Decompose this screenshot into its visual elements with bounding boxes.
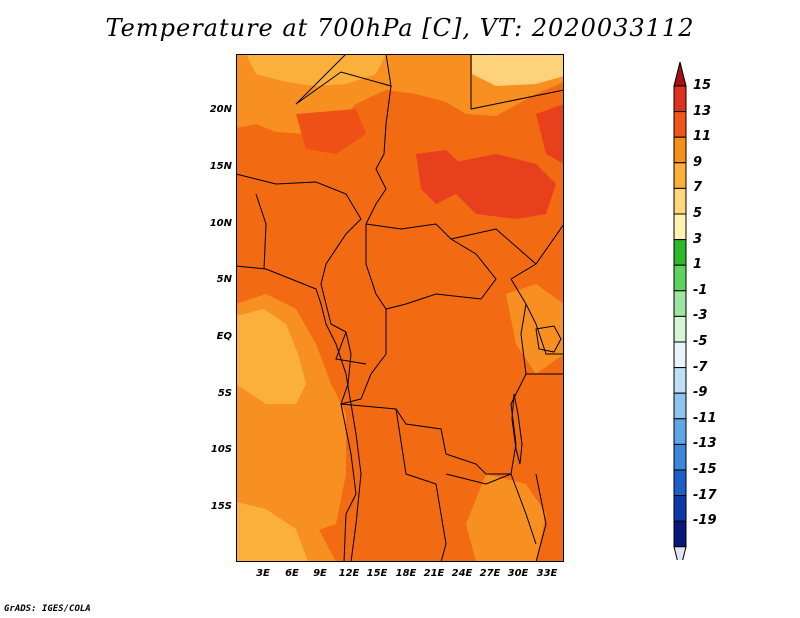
colorbar-label: 11: [693, 129, 712, 145]
colorbar-swatch: [673, 162, 687, 189]
lake-tanganyika: [511, 393, 523, 465]
lat-label-10n: 10N: [209, 218, 232, 229]
lat-label-20n: 20N: [209, 104, 232, 115]
lat-label-5s: 5S: [217, 388, 232, 399]
lon-label-12e: 12E: [338, 568, 360, 579]
colorbar-swatch: [673, 469, 687, 497]
border-drc-east: [510, 303, 527, 475]
country-borders: [236, 54, 564, 562]
colorbar-swatch: [673, 520, 687, 548]
lon-label-21e: 21E: [423, 568, 445, 579]
field-warm-east: [446, 154, 556, 219]
lon-label-33e: 33E: [536, 568, 558, 579]
colorbar-label: -1: [693, 282, 708, 298]
field-band-ne: [472, 54, 564, 86]
colorbar-swatch: [673, 443, 687, 471]
colorbar-label: -19: [693, 513, 717, 529]
colorbar-label: -5: [693, 334, 708, 349]
colorbar-swatch: [673, 495, 687, 522]
colorbar-label: -13: [693, 436, 717, 452]
lat-label-10s: 10S: [210, 444, 232, 455]
field-band-sw-cool: [236, 502, 308, 562]
colorbar-swatch: [673, 418, 687, 445]
field-band-se: [466, 474, 546, 562]
border-malawi: [535, 473, 547, 562]
colorbar-swatch: [673, 392, 687, 420]
border-angola: [340, 403, 357, 562]
colorbar-label: -17: [693, 487, 717, 503]
colorbar-label: -7: [693, 359, 708, 375]
border-zambia: [445, 473, 537, 545]
lon-label-3e: 3E: [256, 568, 270, 579]
lon-label-24e: 24E: [451, 568, 473, 579]
lat-label-15n: 15N: [209, 161, 232, 172]
lon-label-27e: 27E: [479, 568, 501, 579]
colorbar-swatch: [673, 136, 687, 164]
border-niger-chad: [295, 54, 392, 105]
colorbar-label: 7: [693, 180, 703, 196]
lat-label-eq: EQ: [216, 331, 232, 342]
colorbar-label: 9: [693, 154, 703, 170]
border-libya-chad: [295, 54, 347, 105]
map-frame: [236, 54, 564, 562]
colorbar-swatch: [673, 213, 687, 241]
field-warm-sahel: [296, 109, 366, 154]
border-angola-east: [395, 408, 447, 562]
colorbar-cap-bottom: [673, 546, 687, 560]
colorbar: [673, 61, 687, 560]
field-band-west-cool: [236, 309, 306, 404]
colorbar-swatch: [673, 290, 687, 317]
border-chad-sudan: [365, 85, 392, 225]
lon-label-9e: 9E: [313, 568, 327, 579]
lat-label-15s: 15S: [210, 501, 232, 512]
colorbar-swatch: [673, 367, 687, 394]
field-band-north-cool: [246, 54, 386, 86]
colorbar-label: -11: [693, 410, 717, 426]
border-benin: [255, 193, 267, 270]
border-sudan-southsudan: [450, 228, 537, 265]
colorbar-swatch: [673, 341, 687, 369]
colorbar-label: 15: [693, 78, 712, 93]
colorbar-swatch: [673, 239, 687, 266]
border-nigeria: [236, 173, 362, 285]
colorbar-swatch: [673, 111, 687, 138]
lon-label-6e: 6E: [285, 568, 299, 579]
colorbar-swatch: [673, 264, 687, 292]
border-uganda-kenya: [535, 323, 564, 355]
colorbar-label: 5: [693, 206, 703, 221]
field-warm-ne: [536, 104, 564, 164]
colorbar-label: 3: [693, 231, 703, 247]
lon-label-30e: 30E: [507, 568, 529, 579]
grads-credit: GrADS: IGES/COLA: [4, 604, 91, 614]
colorbar-label: -9: [693, 385, 708, 401]
colorbar-label: -15: [693, 462, 717, 477]
lon-label-18e: 18E: [395, 568, 417, 579]
colorbar-cap-top: [673, 61, 687, 87]
border-drc-south: [340, 403, 511, 475]
temperature-map: [236, 54, 564, 562]
colorbar-label: -3: [693, 308, 708, 324]
lake-victoria: [535, 325, 562, 353]
lat-label-5n: 5N: [216, 274, 232, 285]
colorbar-swatch: [673, 187, 687, 215]
lon-label-15e: 15E: [366, 568, 388, 579]
colorbar-swatch: [673, 85, 687, 113]
colorbar-label: 13: [693, 103, 712, 119]
coastline-gulf-guinea: [236, 265, 362, 562]
border-car: [365, 223, 497, 310]
map-title: Temperature at 700hPa [C], VT: 202003311…: [105, 14, 695, 42]
border-egypt-sudan: [470, 89, 564, 110]
colorbar-swatch: [673, 315, 687, 343]
colorbar-label: 1: [693, 257, 703, 273]
